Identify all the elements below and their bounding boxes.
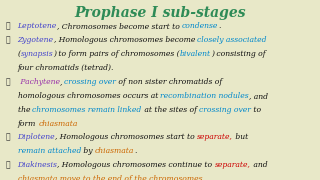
Text: chromosomes remain linked: chromosomes remain linked bbox=[32, 106, 142, 114]
Text: remain attached: remain attached bbox=[18, 147, 81, 155]
Text: ) to form pairs of chromosomes (: ) to form pairs of chromosomes ( bbox=[53, 50, 180, 58]
Text: , Homologous chromosomes start to: , Homologous chromosomes start to bbox=[55, 133, 197, 141]
Text: Leptotene: Leptotene bbox=[18, 22, 57, 30]
Text: Pachytene: Pachytene bbox=[18, 78, 60, 86]
Text: , Homologous chromosomes become: , Homologous chromosomes become bbox=[54, 36, 197, 44]
Text: Prophase I sub-stages: Prophase I sub-stages bbox=[74, 6, 246, 20]
Text: form: form bbox=[18, 120, 38, 127]
Text: ) consisting of: ) consisting of bbox=[211, 50, 266, 58]
Text: ✓: ✓ bbox=[6, 22, 10, 30]
Text: recombination nodules: recombination nodules bbox=[160, 92, 249, 100]
Text: ✓: ✓ bbox=[6, 78, 10, 86]
Text: ,: , bbox=[60, 78, 64, 86]
Text: , Homologous chromosomes continue to: , Homologous chromosomes continue to bbox=[58, 161, 215, 169]
Text: chiasmata: chiasmata bbox=[95, 147, 134, 155]
Text: of non sister chromatids of: of non sister chromatids of bbox=[116, 78, 222, 86]
Text: , and: , and bbox=[249, 92, 268, 100]
Text: four chromatids (tetrad).: four chromatids (tetrad). bbox=[18, 64, 114, 72]
Text: and: and bbox=[251, 161, 268, 169]
Text: the: the bbox=[18, 106, 32, 114]
Text: .: . bbox=[134, 147, 137, 155]
Text: .: . bbox=[219, 22, 221, 30]
Text: chiasmata: chiasmata bbox=[38, 120, 78, 127]
Text: but: but bbox=[233, 133, 248, 141]
Text: synapsis: synapsis bbox=[20, 50, 53, 58]
Text: ✓: ✓ bbox=[6, 133, 10, 141]
Text: chiasmata move to the end of the chromosomes.: chiasmata move to the end of the chromos… bbox=[18, 175, 204, 180]
Text: , Chromosomes become start to: , Chromosomes become start to bbox=[57, 22, 182, 30]
Text: by: by bbox=[81, 147, 95, 155]
Text: condense: condense bbox=[182, 22, 219, 30]
Text: Zygotene: Zygotene bbox=[18, 36, 54, 44]
Text: bivalent: bivalent bbox=[180, 50, 211, 58]
Text: (: ( bbox=[18, 50, 20, 58]
Text: separate,: separate, bbox=[197, 133, 233, 141]
Text: homologous chromosomes occurs at: homologous chromosomes occurs at bbox=[18, 92, 160, 100]
Text: separate,: separate, bbox=[215, 161, 251, 169]
Text: closely associated: closely associated bbox=[197, 36, 267, 44]
Text: at the sites of: at the sites of bbox=[142, 106, 199, 114]
Text: ✓: ✓ bbox=[6, 36, 10, 44]
Text: Diplotene: Diplotene bbox=[18, 133, 55, 141]
Text: to: to bbox=[251, 106, 261, 114]
Text: ✓: ✓ bbox=[6, 161, 10, 169]
Text: crossing over: crossing over bbox=[64, 78, 116, 86]
Text: Diakinesis: Diakinesis bbox=[18, 161, 58, 169]
Text: crossing over: crossing over bbox=[199, 106, 251, 114]
